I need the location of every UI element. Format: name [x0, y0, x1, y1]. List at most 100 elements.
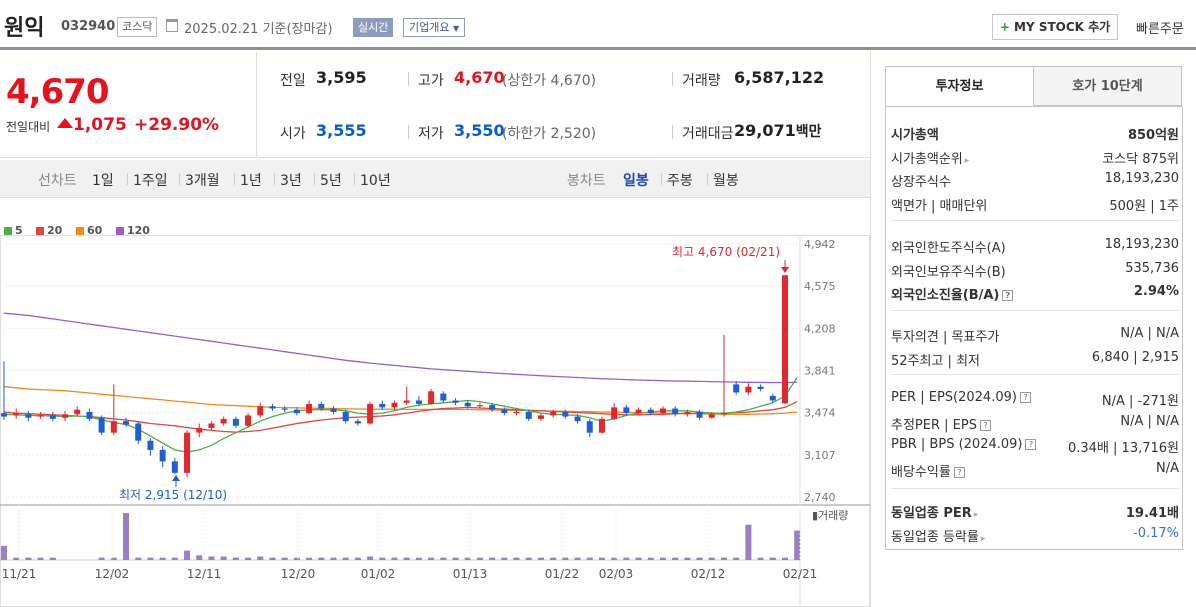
lower-limit: (하한가 2,520): [502, 126, 597, 142]
candle-body: [98, 417, 105, 433]
volume-bar: [403, 557, 410, 560]
x-tick-label: 11/21: [2, 567, 37, 581]
divider: [707, 173, 708, 185]
volume-bar: [1, 545, 7, 560]
help-icon[interactable]: ?: [1019, 392, 1031, 403]
low-annotation: 최저 2,915 (12/10): [119, 488, 227, 502]
current-price-panel: 4,670 전일대비 1,075 +29.90%: [0, 52, 257, 158]
prev-close-value: 3,595: [316, 68, 367, 87]
candlestick-chart[interactable]: 4,942 4,575 4,208 3,841 3,474 3,107 2,740 ▮거래량 1…: [0, 235, 870, 607]
help-icon[interactable]: ?: [979, 419, 991, 431]
candle-type-0[interactable]: 일봉: [623, 173, 649, 189]
help-icon[interactable]: ?: [1025, 439, 1037, 450]
period-5[interactable]: 5년: [320, 173, 342, 189]
candle-body: [489, 405, 496, 410]
volume-bar: [745, 524, 752, 560]
y-tick-label: 3,107: [804, 449, 836, 462]
info-row: 추정PER | EPS? N/A | N/A: [891, 414, 1179, 434]
period-6[interactable]: 10년: [360, 173, 391, 189]
divider: [127, 173, 128, 185]
info-value: 18,193,230: [1104, 171, 1179, 186]
chart-toolbar: 선차트 봉차트 1일 1주일 3개월 1년 3년 5년 10년 일봉 주봉 월봉: [0, 160, 870, 198]
info-row[interactable]: 시가총액순위 ▸ 코스닥 875위: [891, 148, 1179, 168]
info-label: 액면가 | 매매단위: [891, 198, 988, 214]
volume-bar: [147, 557, 154, 560]
candle-body: [440, 393, 447, 401]
price-change: 1,075: [73, 115, 127, 135]
volume-bar: [684, 557, 691, 560]
volume-bar: [598, 557, 605, 560]
info-value: 6,840 | 2,915: [1091, 349, 1179, 365]
info-row[interactable]: 동일업종 PER ▸ 19.41배: [891, 502, 1179, 522]
volume-bar: [135, 557, 142, 560]
info-value: N/A | -271원: [1101, 394, 1179, 409]
period-0[interactable]: 1일: [92, 173, 114, 189]
candle-body: [86, 411, 93, 419]
price-summary: 전일 3,595 고가 4,670 (상한가 4,670) 거래량 6,587,…: [258, 52, 870, 158]
add-mystock-button[interactable]: + MY STOCK 추가: [992, 14, 1118, 40]
info-label: 투자의견 | 목표주가: [891, 330, 1000, 345]
candle-type-1[interactable]: 주봉: [667, 173, 693, 189]
info-row: 배당수익률? N/A: [891, 461, 1179, 481]
help-icon[interactable]: ?: [953, 466, 965, 478]
candle-type-2[interactable]: 월봉: [713, 173, 739, 189]
volume-bar: [440, 557, 447, 560]
info-row: 시가총액 850억원: [891, 124, 1179, 144]
info-row: 액면가 | 매매단위 500원 | 1주: [891, 195, 1179, 215]
volume-bar: [257, 556, 264, 560]
divider: [274, 173, 275, 185]
y-tick-label: 4,208: [804, 322, 836, 335]
realtime-button[interactable]: 실시간: [353, 18, 394, 37]
volume-bar: [501, 557, 508, 560]
candle-body: [147, 440, 154, 450]
basis-text: 기준(장마감): [262, 22, 333, 37]
candle-body: [428, 391, 435, 404]
company-overview-dropdown[interactable]: 기업개요 ▼: [403, 18, 466, 37]
volume-bar: [269, 557, 276, 560]
divider: [354, 173, 355, 185]
period-2[interactable]: 3개월: [185, 173, 220, 189]
high-value: 4,670: [454, 68, 505, 87]
volume-bar: [415, 557, 422, 560]
volume-bar: [537, 557, 544, 560]
candle-body: [342, 411, 349, 422]
help-icon[interactable]: ?: [1002, 290, 1014, 301]
volume-bar: [208, 556, 215, 560]
candle-body: [25, 414, 32, 418]
candle-body: [245, 415, 252, 426]
info-row[interactable]: 동일업종 등락률 ▸ -0.17%: [891, 526, 1179, 546]
candle-body: [293, 409, 300, 414]
period-1[interactable]: 1주일: [133, 173, 168, 189]
ma5-line: [3, 377, 798, 453]
info-label: 추정PER | EPS: [891, 417, 977, 433]
period-3[interactable]: 1년: [240, 173, 262, 189]
info-value: 19.41배: [1125, 506, 1179, 521]
tab-investment-info[interactable]: 투자정보: [885, 66, 1034, 106]
x-tick-label: 01/22: [545, 567, 580, 581]
volume-bar: [562, 557, 569, 560]
candle-body: [159, 449, 166, 462]
divider: [314, 173, 315, 185]
info-divider: [891, 220, 1179, 221]
volume-bar: [428, 557, 435, 560]
candle-body: [769, 395, 776, 401]
volume-bar: [13, 557, 20, 560]
candle-chart-label[interactable]: 봉차트: [567, 173, 606, 189]
quick-order-button[interactable]: 빠른주문: [1136, 18, 1184, 37]
info-label: 외국인한도주식수(A): [891, 241, 1006, 256]
info-row: PBR | BPS (2024.09)? 0.34배 | 13,716원: [891, 437, 1179, 457]
info-label: PBR | BPS (2024.09): [891, 437, 1023, 452]
volume-bar: [318, 557, 325, 560]
volume-bar: [647, 557, 654, 560]
candle-body: [757, 386, 764, 389]
legend-ma60: 60: [76, 224, 102, 237]
volume-bar: [281, 557, 288, 560]
period-4[interactable]: 3년: [280, 173, 302, 189]
upper-limit: (상한가 4,670): [502, 73, 597, 89]
candle-body: [672, 408, 679, 415]
candle-body: [62, 414, 69, 418]
tab-orderbook[interactable]: 호가 10단계: [1033, 66, 1182, 106]
line-chart-label[interactable]: 선차트: [38, 173, 77, 189]
legend-label: 60: [87, 224, 103, 237]
volume-bar: [220, 556, 227, 560]
